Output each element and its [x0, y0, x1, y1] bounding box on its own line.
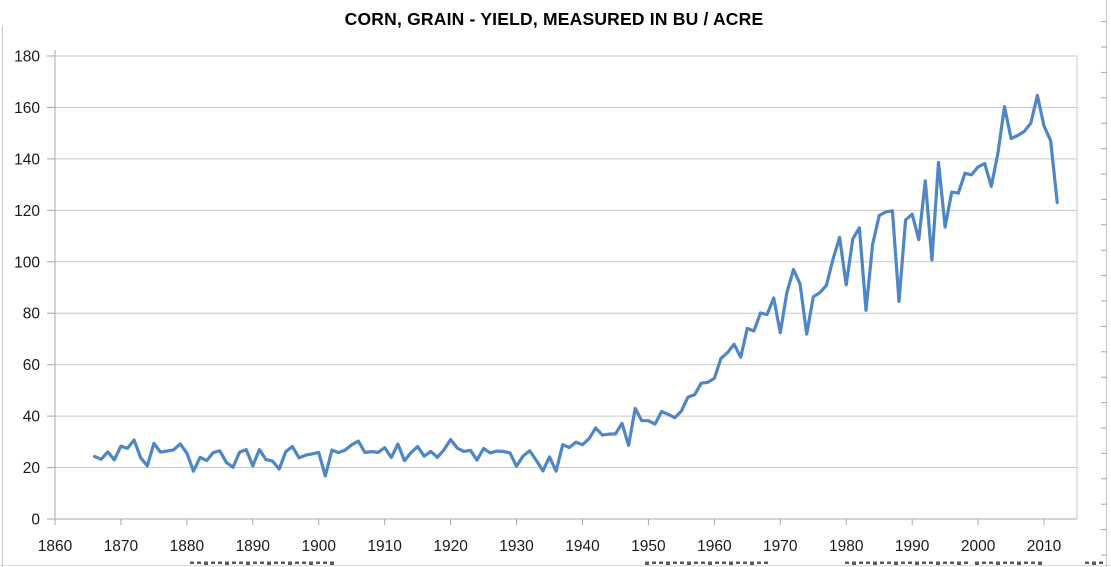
y-tick-label: 40	[23, 409, 41, 426]
x-tick-label: 1950	[631, 538, 666, 555]
x-tick-label: 1910	[367, 538, 402, 555]
x-tick-label: 1960	[697, 538, 732, 555]
x-axis-labels: 1860 1870 1880 1890 1900 1910 1920 1930 1940 1950…	[38, 538, 1062, 555]
y-gridlines	[55, 55, 1077, 520]
x-tick-label: 1940	[565, 538, 600, 555]
x-tick-label: 2000	[961, 538, 996, 555]
y-tick-label: 120	[14, 203, 40, 220]
y-tick-label: 80	[23, 306, 41, 323]
x-axis-ticks	[54, 519, 1045, 525]
x-tick-label: 1890	[236, 538, 271, 555]
x-tick-label: 1880	[170, 538, 205, 555]
y-tick-label: 0	[31, 512, 40, 529]
x-tick-label: 2010	[1027, 538, 1062, 555]
y-tick-label: 20	[23, 460, 41, 477]
x-tick-label: 1900	[301, 538, 336, 555]
y-tick-label: 160	[14, 100, 40, 117]
x-tick-label: 1860	[38, 538, 73, 555]
y-tick-label: 180	[14, 49, 40, 66]
x-tick-label: 1920	[433, 538, 468, 555]
yield-line-series	[92, 93, 1059, 478]
right-edge-row-ticks	[1101, 0, 1107, 567]
chart-title: CORN, GRAIN - YIELD, MEASURED IN BU / AC…	[344, 9, 764, 29]
x-tick-label: 1990	[895, 538, 930, 555]
x-tick-label: 1930	[499, 538, 534, 555]
y-tick-label: 60	[23, 357, 41, 374]
y-tick-label: 140	[14, 151, 40, 168]
clipped-bottom-row	[0, 561, 1111, 566]
y-axis-labels: 0 20 40 60 80 100 120 140 160 180	[14, 49, 40, 529]
axis-lines	[54, 50, 1077, 520]
y-tick-label: 100	[14, 254, 40, 271]
x-tick-label: 1980	[829, 538, 864, 555]
x-tick-label: 1870	[104, 538, 139, 555]
x-tick-label: 1970	[763, 538, 798, 555]
y-axis-ticks	[47, 55, 55, 520]
